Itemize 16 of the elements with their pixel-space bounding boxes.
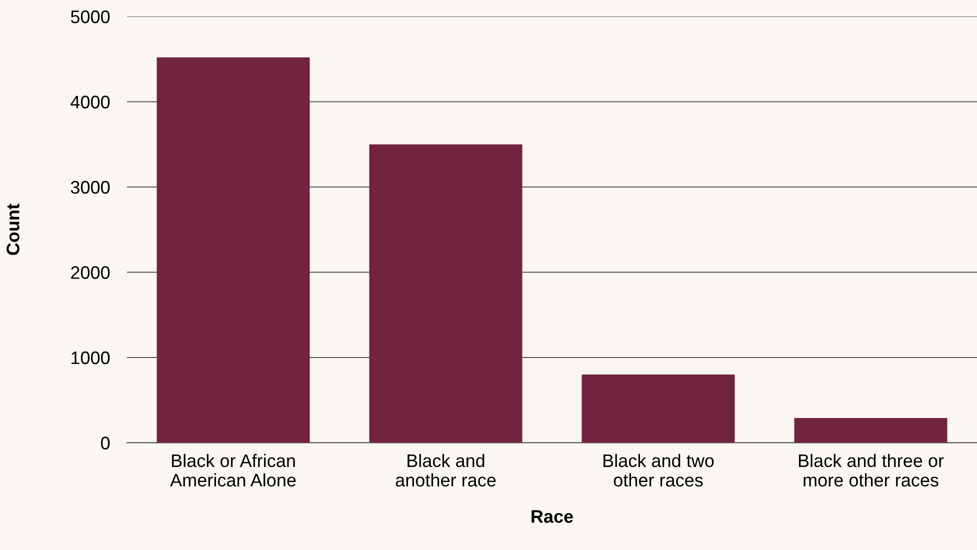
bar	[582, 374, 735, 443]
bar	[369, 144, 522, 443]
bar	[794, 418, 948, 443]
x-tick-label: Black and another race	[396, 454, 496, 487]
y-tick-label: 2000	[71, 266, 110, 279]
y-tick-label: 0	[101, 436, 110, 450]
y-tick-label: 3000	[70, 180, 110, 194]
x-tick-label: Black and two other races	[604, 454, 714, 487]
x-tick-label: Black or African American Alone	[170, 454, 296, 487]
x-tick-label: Black and three or more other races	[798, 454, 944, 487]
y-tick-label: 1000	[72, 351, 110, 364]
y-axis-title: Count	[6, 204, 20, 255]
x-axis-title: Race	[532, 510, 573, 523]
y-tick-label: 5000	[70, 10, 110, 24]
bar	[156, 57, 310, 443]
y-tick-label: 4000	[70, 96, 110, 108]
